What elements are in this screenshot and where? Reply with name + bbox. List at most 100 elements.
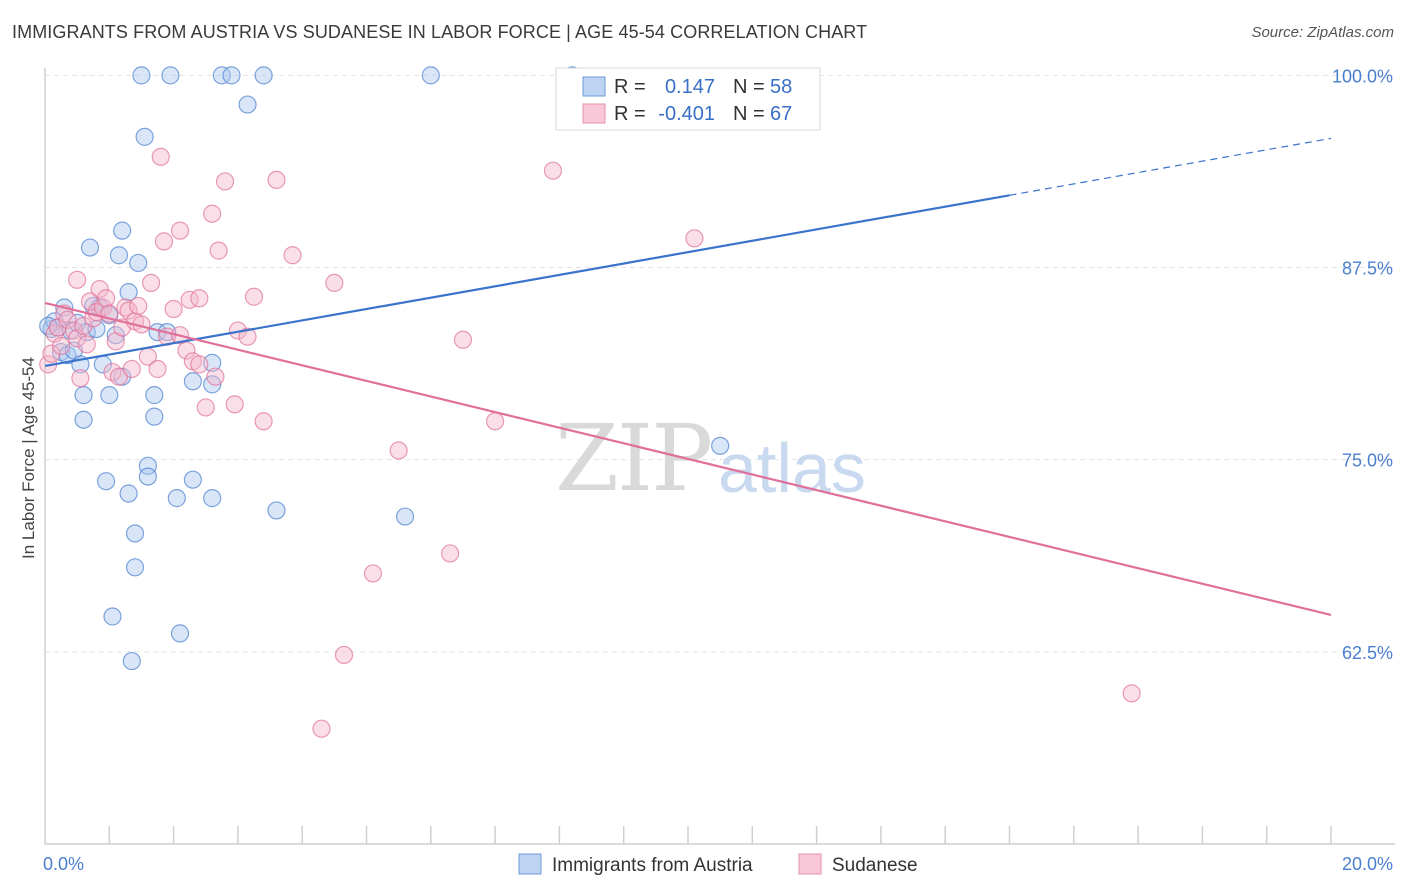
austria-point — [138, 467, 157, 486]
austria-point — [74, 410, 93, 429]
austria-point — [161, 66, 180, 85]
sudanese-point — [148, 359, 167, 379]
sudanese-point — [119, 301, 138, 320]
austria-point — [145, 386, 164, 405]
sudanese-point — [238, 327, 257, 346]
austria-point — [711, 436, 730, 455]
watermark-atlas: atlas — [718, 429, 866, 507]
legend-r-label-pink: R = — [614, 103, 646, 125]
austria-point — [212, 66, 231, 85]
austria-point — [109, 246, 129, 265]
sudanese-point — [196, 398, 215, 417]
sudanese-point — [190, 355, 209, 374]
bottom-legend-swatch-pink — [798, 853, 822, 875]
sudanese-point — [154, 232, 174, 251]
grid-lines — [45, 74, 1395, 653]
bottom-legend-swatch-blue — [518, 853, 542, 875]
austria-point — [395, 507, 415, 526]
sudanese-point — [74, 316, 93, 336]
sudanese-point — [254, 412, 273, 431]
austria-point — [96, 472, 116, 491]
sudanese-point — [453, 330, 473, 349]
austria-point — [203, 489, 222, 508]
austria-point — [119, 484, 138, 503]
legend-n-label-blue: N = — [733, 76, 765, 98]
sudanese-point — [129, 296, 148, 316]
legend-r-value-pink: -0.401 — [658, 103, 715, 125]
austria-point — [170, 624, 190, 643]
sudanese-point — [215, 172, 235, 191]
austria-point — [125, 558, 145, 577]
austria-point — [74, 386, 93, 405]
y-tick-label: 75.0% — [1342, 451, 1393, 471]
chart-title: IMMIGRANTS FROM AUSTRIA VS SUDANESE IN L… — [12, 22, 868, 42]
sudanese-point — [122, 359, 141, 379]
sudanese-point — [283, 246, 302, 265]
austria-point — [132, 66, 151, 85]
watermark: ZIP atlas — [555, 405, 866, 512]
legend-r-label-blue: R = — [614, 76, 646, 98]
austria-point — [138, 456, 157, 475]
sudanese-point — [190, 289, 209, 308]
sudanese-point — [685, 229, 704, 248]
sudanese-point — [363, 564, 383, 583]
legend-n-label-pink: N = — [733, 103, 765, 125]
sudanese-trend-line — [44, 301, 1332, 617]
bottom-legend-label-sudanese: Sudanese — [832, 855, 918, 876]
sudanese-point — [206, 367, 225, 386]
sudanese-point — [58, 310, 77, 329]
y-axis-label: In Labor Force | Age 45-54 — [19, 357, 38, 559]
sudanese-point — [177, 341, 196, 360]
austria-trend-line — [44, 194, 1010, 367]
austria-point — [119, 283, 138, 302]
trend-lines — [44, 137, 1332, 617]
y-tick-label: 87.5% — [1342, 259, 1393, 279]
austria-point — [267, 501, 286, 520]
sudanese-point — [244, 287, 264, 306]
sudanese-point — [151, 147, 170, 166]
austria-point — [103, 607, 122, 626]
y-tick-labels: 100.0% 87.5% 75.0% 62.5% — [1332, 66, 1393, 662]
sudanese-point — [325, 273, 344, 293]
sudanese-point — [312, 719, 331, 738]
austria-trend-extension — [1009, 137, 1332, 196]
austria-point — [183, 372, 202, 391]
austria-point — [238, 95, 257, 114]
x-tick-labels: 0.0% 20.0% — [43, 854, 1393, 874]
x-tick-label: 0.0% — [43, 854, 84, 874]
austria-point — [125, 524, 145, 543]
sudanese-point — [209, 241, 228, 260]
series-austria-points — [39, 66, 730, 671]
chart-source: Source: ZipAtlas.com — [1251, 24, 1394, 41]
y-tick-label: 100.0% — [1332, 66, 1393, 86]
axes — [44, 68, 1395, 845]
austria-point — [135, 127, 154, 146]
sudanese-point — [225, 395, 244, 414]
sudanese-point — [543, 161, 563, 180]
austria-point — [80, 238, 100, 257]
sudanese-point — [96, 289, 116, 308]
x-tick-label: 20.0% — [1342, 854, 1393, 874]
austria-point — [421, 66, 440, 85]
sudanese-point — [164, 299, 183, 319]
austria-point — [113, 221, 132, 240]
bottom-legend: Immigrants from Austria Sudanese — [518, 853, 918, 876]
austria-point — [122, 651, 141, 671]
sudanese-point — [267, 170, 286, 190]
sudanese-point — [486, 412, 505, 431]
legend-swatch-blue — [582, 76, 606, 97]
sudanese-point — [90, 279, 109, 299]
legend-r-value-blue: 0.147 — [665, 76, 715, 98]
sudanese-point — [1122, 684, 1141, 703]
austria-point — [129, 253, 148, 273]
sudanese-point — [170, 221, 190, 240]
austria-point — [100, 386, 119, 405]
sudanese-point — [71, 369, 90, 388]
austria-point — [254, 66, 273, 85]
austria-point — [222, 66, 241, 85]
sudanese-point — [42, 344, 61, 363]
austria-point — [167, 489, 186, 508]
sudanese-point — [203, 204, 222, 223]
sudanese-point — [141, 273, 161, 293]
sudanese-point — [77, 335, 96, 354]
